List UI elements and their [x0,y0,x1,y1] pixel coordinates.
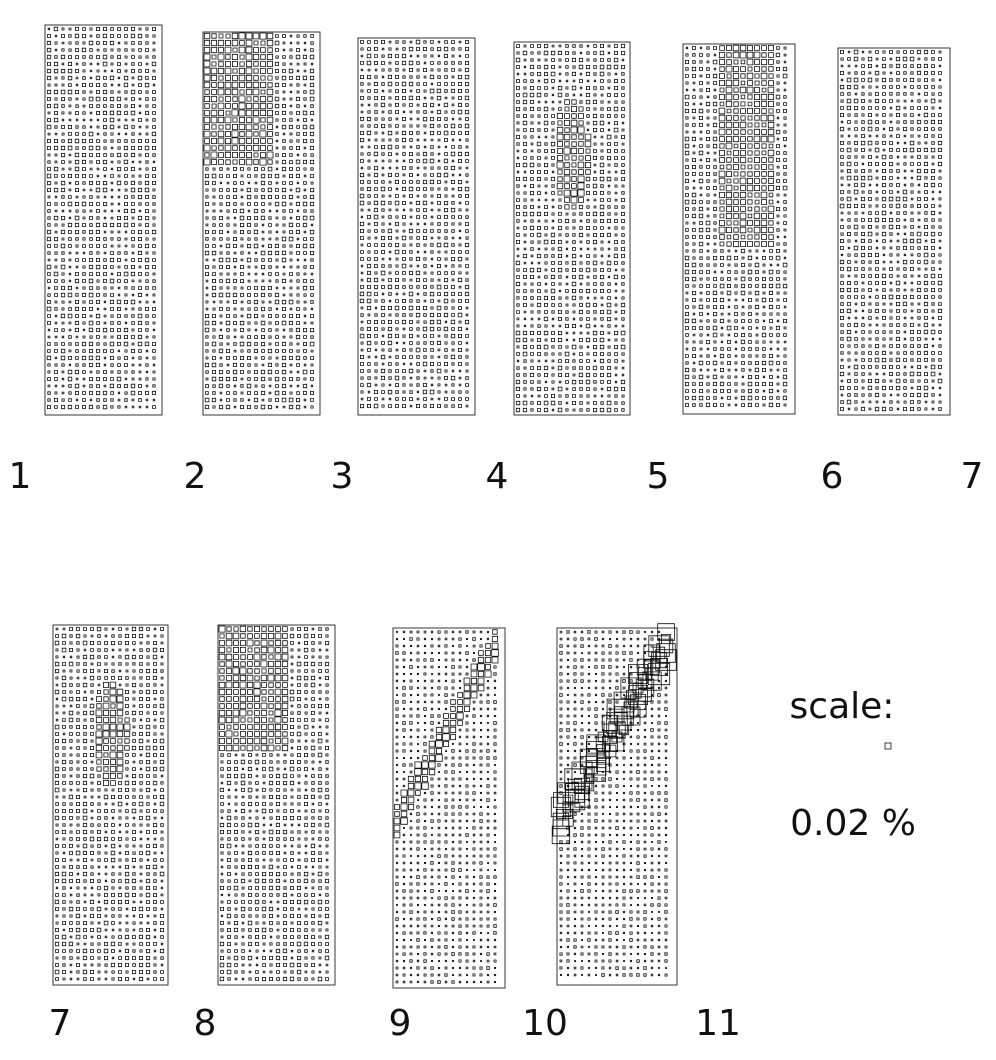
scale-title: scale: [790,686,895,727]
panel-label: 4 [486,456,509,497]
specimen-outline [556,627,678,986]
panel-label: 10 [522,1003,568,1044]
specimen-outline [682,43,796,415]
panel-label: 2 [184,456,207,497]
specimen-outline [202,31,321,416]
strain-squares [393,629,499,984]
panel-label: 6 [821,456,844,497]
specimen-outline [44,24,163,416]
strain-squares [684,44,788,408]
panel-label: 8 [194,1003,217,1044]
specimen-outline [52,624,169,986]
scale-value: 0.02 % [790,803,916,844]
specimen-outline [392,627,506,989]
strain-squares [359,39,470,409]
strain-squares [550,623,677,977]
specimen-outline [513,41,631,416]
strain-squares [839,49,943,412]
strain-squares [218,625,330,982]
panel-label: 1 [9,456,32,497]
panel-label: 11 [695,1003,741,1044]
panel-label: 3 [331,456,354,497]
strain-squares [203,32,315,410]
panel-label: 5 [647,456,670,497]
panel-label: 7 [49,1003,72,1044]
specimen-outline [357,37,476,416]
strain-squares [54,626,165,982]
specimen-outline [837,47,951,416]
strain-squares [515,43,626,413]
scale-square [884,742,892,750]
panel-label: 7 [961,456,984,497]
strain-squares [46,26,157,410]
panel-label: 9 [389,1003,412,1044]
specimen-outline [217,624,336,986]
